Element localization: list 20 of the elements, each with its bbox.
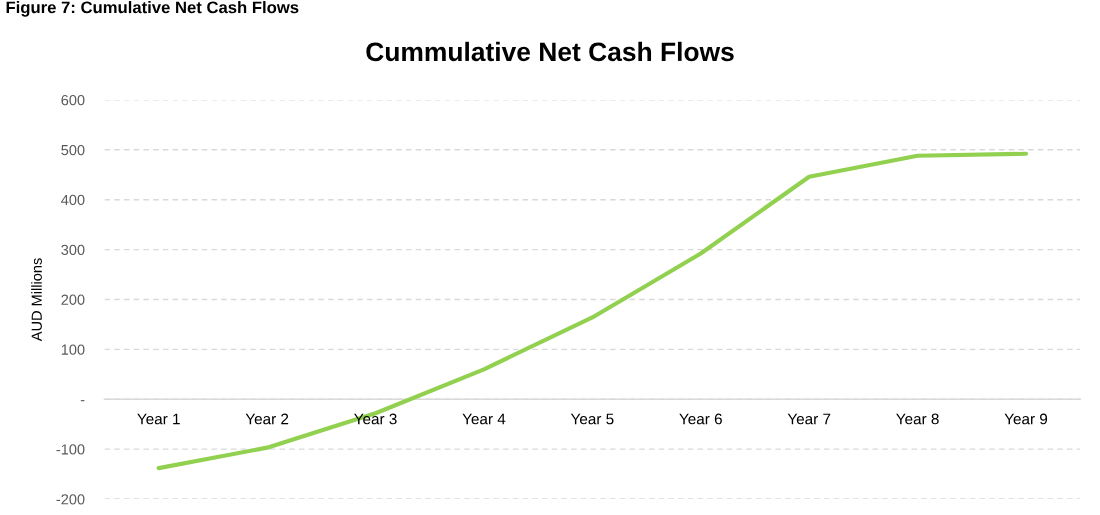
y-tick-label: -100 <box>56 444 85 455</box>
x-tick-label: Year 8 <box>896 413 939 425</box>
y-axis-title: AUD Millions <box>31 258 42 342</box>
y-tick-label: 100 <box>61 344 85 355</box>
chart-title: Cummulative Net Cash Flows <box>366 41 734 62</box>
x-tick-label: Year 9 <box>1004 413 1048 425</box>
x-tick-label: Year 2 <box>245 413 289 425</box>
y-tick-label: -200 <box>56 494 85 505</box>
y-tick-label: 300 <box>61 244 85 256</box>
x-tick-label: Year 4 <box>462 413 506 425</box>
y-tick-label: 500 <box>61 144 85 156</box>
caption: Figure 7: Cumulative Net Cash Flows <box>6 1 299 17</box>
x-tick-label: Year 7 <box>787 413 831 425</box>
y-tick-label: 600 <box>61 95 85 106</box>
x-tick-label: Year 6 <box>679 413 722 425</box>
x-tick-label: Year 1 <box>137 413 180 425</box>
x-tick-label: Year 5 <box>570 413 614 425</box>
y-tick-label: - <box>80 400 85 402</box>
y-tick-label: 200 <box>61 294 85 305</box>
y-tick-label: 400 <box>61 194 85 206</box>
